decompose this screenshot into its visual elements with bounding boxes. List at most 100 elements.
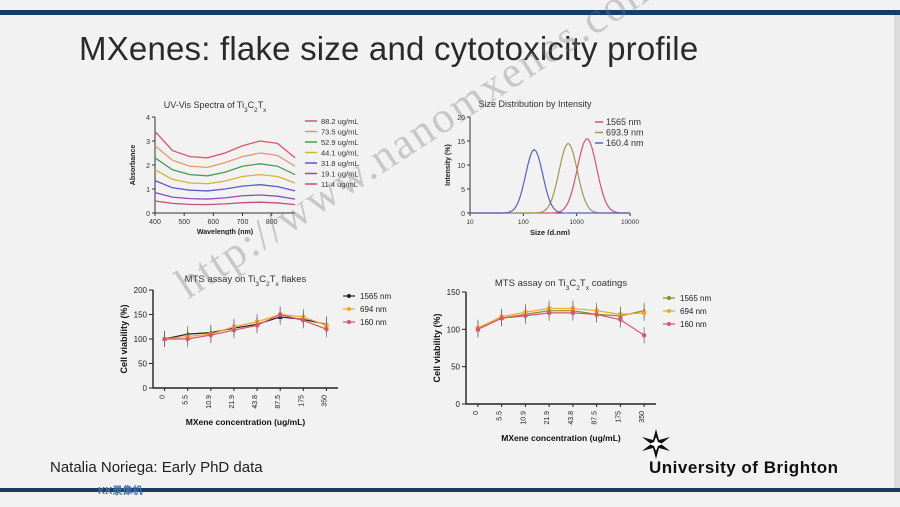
mts-coatings-x-tick-label: 175 (615, 411, 622, 423)
uvvis-series-line (154, 157, 296, 177)
mts-coatings-legend-label: 1565 nm (680, 294, 711, 303)
size-dist-y-tick-label: 20 (457, 115, 465, 122)
uvvis-series-line (154, 191, 296, 200)
mts-flakes-title: MTS assay on Ti3C2Tx flakes (185, 274, 307, 288)
uvvis-y-tick-label: 0 (146, 211, 150, 218)
mts-flakes-legend-label: 160 nm (360, 318, 387, 327)
uvvis-series-line (154, 145, 296, 169)
uvvis-title: UV-Vis Spectra of Ti3C2Tx (164, 100, 267, 114)
mts-flakes-chart: MTS assay on Ti3C2Tx flakes 0 50 100 150 200 0… (119, 274, 391, 427)
mts-flakes-y-tick-label: 200 (134, 286, 148, 295)
mts-coatings-x-tick-label: 87.5 (592, 411, 599, 425)
uvvis-legend-label: 73.5 ug/mL (321, 128, 359, 137)
mts-flakes-point (324, 327, 329, 332)
mts-coatings-title: MTS assay on Ti3C2Tx coatings (495, 278, 627, 292)
size-dist-legend-label: 1565 nm (606, 117, 641, 127)
uvvis-legend-label: 52.9 ug/mL (321, 138, 359, 147)
uvvis-series-line (154, 130, 296, 159)
size-dist-x-tick-label: 1000 (569, 219, 584, 226)
mts-flakes-y-label: Cell viability (%) (119, 304, 129, 373)
mts-flakes-x-label: MXene concentration (ug/mL) (186, 417, 306, 427)
size-dist-y-label: Intensity (%) (445, 144, 452, 186)
mts-flakes-point (254, 323, 260, 328)
mts-flakes-point (185, 336, 190, 342)
size-dist-x-label: Size (d.nm) (530, 228, 571, 235)
uvvis-x-tick-label: 500 (178, 219, 190, 226)
size-dist-title: Size Distribution by Intensity (478, 99, 592, 109)
mts-coatings-series-line (477, 312, 645, 336)
mts-coatings-chart: MTS assay on Ti3C2Tx coatings 0 50 100 150 0 5… (432, 278, 711, 443)
uvvis-legend-label: 11.4 ug/mL (321, 180, 358, 189)
mts-coatings-y-tick-label: 50 (451, 363, 460, 372)
mts-coatings-point (546, 310, 552, 316)
size-dist-y-tick-label: 15 (457, 139, 465, 146)
mts-flakes-point (208, 332, 214, 338)
uvvis-legend-label: 44.1 ug/mL (321, 149, 359, 158)
university-logo-text: University of Brighton (649, 458, 839, 477)
size-dist-y-tick-label: 10 (457, 163, 465, 170)
mts-flakes-legend-marker (347, 307, 351, 311)
mts-coatings-point (641, 333, 647, 338)
uvvis-y-label: Absorbance (130, 145, 137, 186)
uvvis-series-line (154, 179, 296, 192)
mts-flakes-point (277, 312, 283, 317)
mts-flakes-series-line (164, 313, 327, 340)
mts-flakes-y-tick-label: 150 (134, 311, 148, 320)
uvvis-y-tick-label: 3 (146, 139, 150, 146)
mts-coatings-x-label: MXene concentration (ug/mL) (501, 433, 621, 443)
mts-coatings-point (594, 312, 599, 317)
mts-coatings-series-line (477, 307, 645, 329)
uvvis-chart: UV-Vis Spectra of Ti3C2Tx 0 1 2 3 4 400 500 600 7… (130, 100, 359, 235)
mts-flakes-y-tick-label: 50 (138, 360, 147, 369)
uvvis-x-tick-label: 600 (207, 219, 219, 226)
mts-flakes-x-tick-label: 175 (298, 395, 305, 407)
uvvis-legend-label: 31.8 ug/mL (321, 159, 359, 168)
mts-coatings-y-tick-label: 0 (456, 400, 461, 409)
size-distribution-chart: Size Distribution by Intensity 0 5 10 15 20 10… (445, 99, 644, 235)
size-dist-x-tick-label: 10000 (621, 219, 639, 226)
size-dist-x-tick-label: 10 (466, 219, 474, 226)
mts-coatings-x-tick-label: 43.8 (568, 411, 575, 425)
mts-coatings-x-tick-label: 5.5 (497, 411, 504, 421)
mts-flakes-series-line (164, 313, 327, 340)
mts-flakes-x-tick-label: 0 (160, 395, 167, 399)
mts-flakes-point (162, 336, 167, 342)
author-caption: Natalia Noriega: Early PhD data (50, 459, 263, 476)
uvvis-x-tick-label: 800 (266, 219, 278, 226)
uvvis-y-tick-label: 1 (146, 187, 150, 194)
uvvis-legend-label: 19.1 ug/mL (321, 170, 359, 179)
mts-flakes-x-tick-label: 10.9 (206, 395, 213, 409)
uvvis-series-line (154, 200, 296, 206)
mts-coatings-y-tick-label: 100 (447, 325, 461, 334)
mts-coatings-point (523, 313, 528, 319)
mts-coatings-legend-label: 160 nm (680, 320, 707, 329)
size-dist-series-line (470, 148, 630, 214)
mts-coatings-point (618, 317, 623, 322)
slide-edge (894, 15, 900, 488)
size-dist-legend-label: 160.4 nm (606, 138, 644, 148)
uvvis-y-tick-label: 2 (146, 163, 150, 170)
mts-coatings-x-tick-label: 21.9 (544, 411, 551, 425)
mts-flakes-x-tick-label: 21.9 (229, 395, 236, 409)
uvvis-y-tick-label: 4 (146, 115, 150, 122)
mts-flakes-x-tick-label: 5.5 (183, 395, 190, 405)
mts-flakes-x-tick-label: 350 (321, 395, 328, 407)
university-star-icon (642, 429, 670, 459)
slide-title: MXenes: flake size and cytotoxicity prof… (79, 30, 699, 67)
mts-coatings-point (475, 327, 481, 332)
mts-coatings-legend-marker (667, 296, 671, 300)
uvvis-x-tick-label: 700 (237, 219, 249, 226)
mts-coatings-point (499, 315, 504, 321)
size-dist-legend-label: 693.9 nm (606, 128, 644, 138)
mts-coatings-legend-marker (667, 322, 671, 326)
bottom-accent-bar (0, 488, 900, 492)
mts-coatings-y-label: Cell viability (%) (432, 313, 442, 382)
uvvis-x-label: Wavelength (nm) (197, 229, 253, 235)
uvvis-x-tick-label: 400 (149, 219, 161, 226)
mts-flakes-legend-label: 1565 nm (360, 292, 391, 301)
size-dist-y-tick-label: 0 (461, 211, 465, 218)
mts-flakes-legend-marker (347, 320, 351, 324)
top-accent-bar (0, 10, 900, 15)
mts-flakes-legend-marker (347, 294, 351, 298)
uvvis-series-line (154, 169, 296, 185)
